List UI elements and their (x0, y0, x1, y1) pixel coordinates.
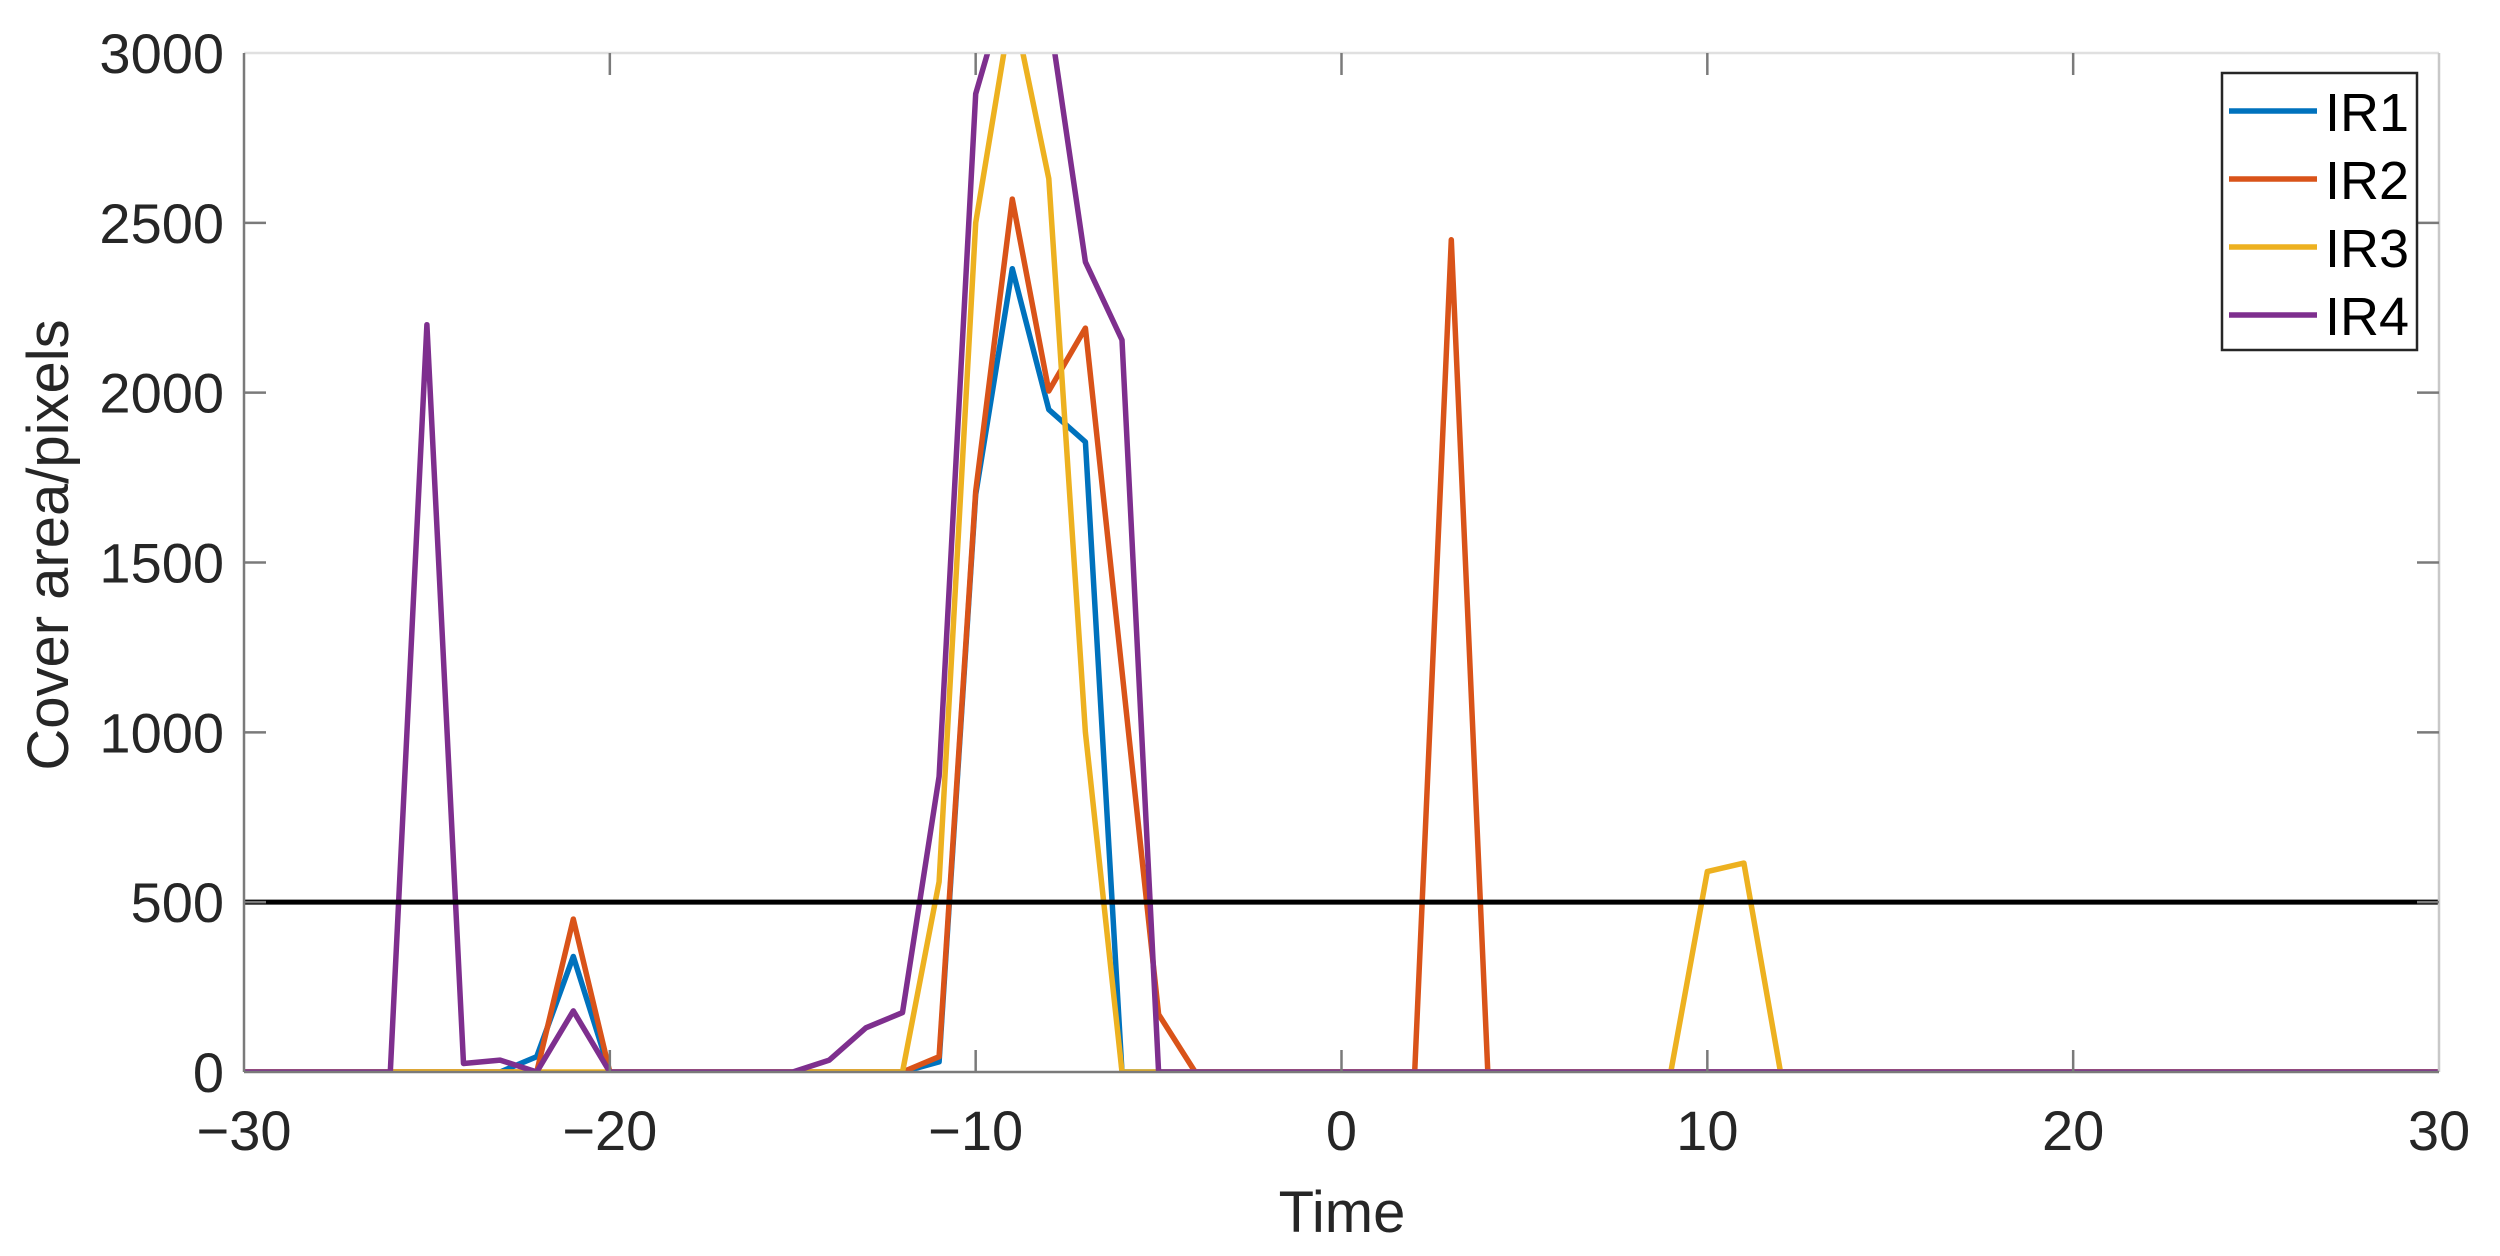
x-tick-label: 30 (2408, 1099, 2470, 1162)
ticks-layer: −30 −20 −10 0 10 20 30 0 500 1000 1500 2000 2500 3000 (99, 22, 2470, 1162)
y-tick-label: 3000 (99, 22, 224, 85)
legend-label-ir3: IR3 (2325, 219, 2409, 279)
x-tick-label: −30 (197, 1099, 292, 1162)
y-tick-label: 0 (193, 1041, 224, 1104)
x-tick-label: 10 (1676, 1099, 1738, 1162)
x-tick-label: 0 (1326, 1099, 1357, 1162)
x-tick-label: −10 (928, 1099, 1023, 1162)
legend-label-ir2: IR2 (2325, 151, 2409, 211)
y-tick-label: 500 (131, 871, 224, 934)
y-tick-label: 1000 (99, 701, 224, 764)
legend: IR1 IR2 IR3 IR4 (2220, 71, 2419, 352)
y-tick-label: 1500 (99, 532, 224, 595)
y-tick-label: 2500 (99, 192, 224, 255)
legend-label-ir4: IR4 (2325, 287, 2409, 347)
legend-box (2220, 71, 2419, 352)
y-axis-title: Cover area/pixels (16, 319, 81, 770)
y-tick-label: 2000 (99, 362, 224, 425)
legend-label-ir1: IR1 (2325, 83, 2409, 143)
x-axis-title: Time (1279, 1180, 1406, 1245)
x-tick-label: 20 (2042, 1099, 2104, 1162)
x-tick-label: −20 (562, 1099, 657, 1162)
